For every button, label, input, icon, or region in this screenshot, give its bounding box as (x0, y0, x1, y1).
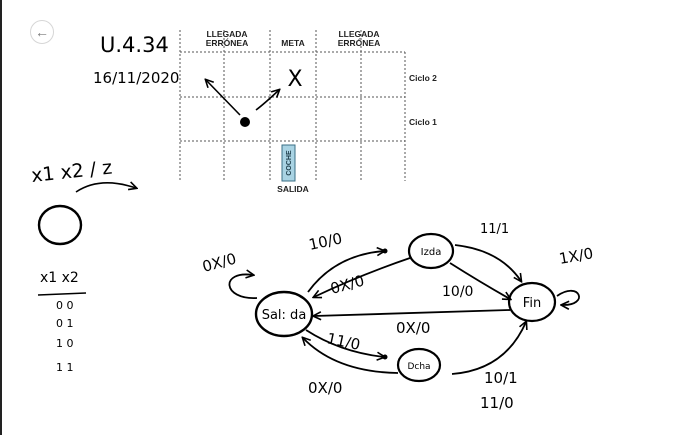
car-position-dot (240, 117, 250, 127)
exercise-title: U.4.34 (100, 33, 169, 57)
inputs-rule (37, 292, 87, 296)
edge-izda-fin-b (449, 262, 510, 299)
edge-salida-dcha-tail (382, 354, 388, 360)
track-grid (179, 30, 406, 181)
state-izda (407, 232, 455, 270)
edge-salida-self-label: 0X/0 (200, 250, 238, 276)
header-meta: META (281, 38, 305, 48)
edge-izda-fin-b-label: 10/0 (442, 284, 473, 300)
header-llegada-erronea-left: LLEGADA ERRÓNEA (196, 30, 258, 48)
state-fin-label: Fin (523, 296, 541, 311)
edge-izda-fin (454, 244, 521, 281)
car-label: COCHE (286, 150, 293, 176)
edge-dcha-salida (303, 338, 399, 374)
header-right-line2: ERRÓNEA (337, 38, 381, 48)
edge-fin-self-label: 1X/0 (558, 244, 595, 268)
combo-10: 1 0 (56, 337, 74, 350)
edge-salida-izda-label: 10/0 (307, 229, 344, 254)
header-llegada-erronea-right: LLEGADA ERRÓNEA (328, 30, 390, 48)
state-dcha (396, 347, 442, 383)
inputs-header: x1 x2 (40, 270, 79, 286)
goal-x-mark: X (287, 67, 302, 92)
edge-izda-salida-label: 0X/0 (328, 272, 366, 298)
edge-salida-self (228, 274, 258, 299)
edge-dcha-fin (451, 322, 526, 375)
state-izda-label: Izda (421, 247, 442, 258)
row-label-ciclo-1: Ciclo 1 (409, 117, 437, 127)
row-label-ciclo-2: Ciclo 2 (409, 73, 437, 83)
car-box (281, 144, 296, 182)
generic-state-circle (37, 204, 83, 246)
edge-izda-fin-label: 11/1 (480, 222, 509, 237)
date-note: 16/11/2020 (93, 69, 179, 87)
edge-salida-dcha (305, 329, 384, 357)
header-left-line1: LLEGADA (206, 29, 248, 39)
edge-dcha-fin-label-a: 10/1 (484, 369, 518, 387)
io-arrow (75, 183, 136, 193)
move-arrow-right (255, 90, 279, 111)
edge-salida-izda-tail (382, 248, 388, 254)
header-right-line1: LLEGADA (338, 29, 380, 39)
start-label-salida: SALIDA (277, 184, 309, 194)
edge-salida-izda (307, 251, 384, 293)
state-salida-label: Sal: da (262, 308, 307, 323)
move-arrow-left (206, 80, 241, 116)
edge-dcha-salida-label: 0X/0 (308, 379, 342, 397)
left-edge-rule (0, 0, 2, 435)
back-arrow-icon[interactable]: ← (30, 20, 54, 44)
state-dcha-label: Dcha (407, 362, 430, 372)
edge-izda-salida (314, 257, 411, 297)
edge-fin-self (556, 289, 580, 305)
edge-dcha-fin-label-b: 11/0 (480, 394, 514, 412)
header-left-line2: ERRÓNEA (205, 38, 249, 48)
state-fin (507, 281, 557, 323)
edge-salida-dcha-label: 11/0 (325, 329, 362, 354)
edge-fin-salida (314, 309, 511, 316)
combo-01: 0 1 (56, 317, 74, 330)
edge-fin-salida-label: 0X/0 (396, 319, 430, 337)
combo-00: 0 0 (56, 299, 74, 312)
combo-11: 1 1 (56, 361, 74, 374)
